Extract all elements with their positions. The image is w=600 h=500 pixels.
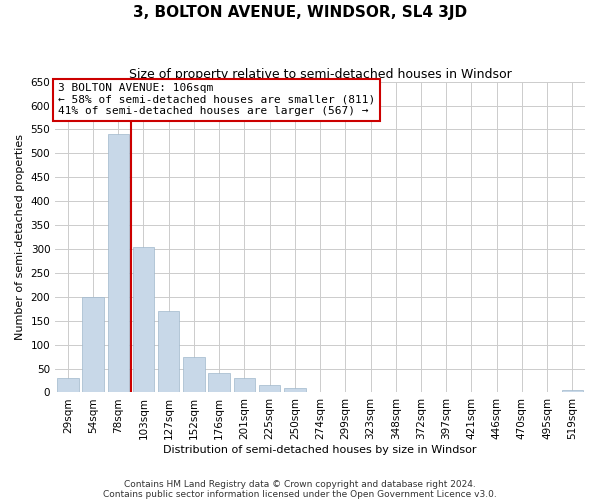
Bar (107, 134, 129, 392)
Bar (562, 390, 583, 392)
Text: Contains HM Land Registry data © Crown copyright and database right 2024.
Contai: Contains HM Land Registry data © Crown c… (103, 480, 497, 499)
Bar (158, 311, 179, 392)
Bar (82, 297, 104, 392)
Y-axis label: Number of semi-detached properties: Number of semi-detached properties (15, 134, 25, 340)
Text: 3, BOLTON AVENUE, WINDSOR, SL4 3JD: 3, BOLTON AVENUE, WINDSOR, SL4 3JD (133, 5, 467, 20)
Text: 3 BOLTON AVENUE: 106sqm
← 58% of semi-detached houses are smaller (811)
41% of s: 3 BOLTON AVENUE: 106sqm ← 58% of semi-de… (58, 83, 375, 116)
Bar (133, 246, 154, 392)
Bar (233, 378, 255, 392)
Bar (208, 374, 230, 392)
Title: Size of property relative to semi-detached houses in Windsor: Size of property relative to semi-detach… (129, 68, 511, 80)
X-axis label: Distribution of semi-detached houses by size in Windsor: Distribution of semi-detached houses by … (163, 445, 477, 455)
Bar (183, 356, 205, 392)
Bar (284, 388, 305, 392)
Bar (259, 386, 280, 392)
Bar (57, 378, 79, 392)
